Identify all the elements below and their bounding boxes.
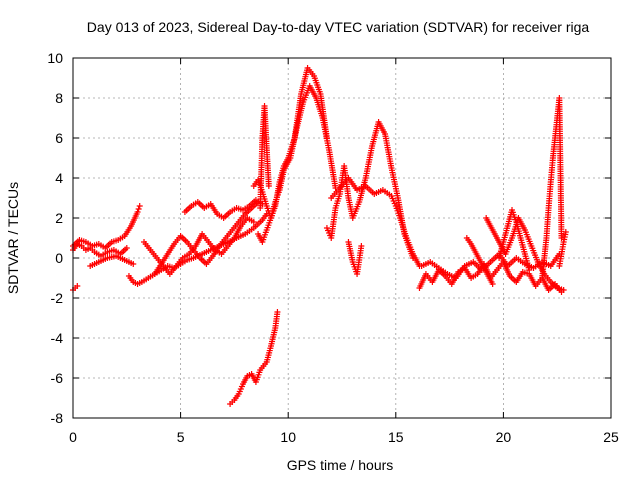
y-tick-label: -6: [51, 370, 64, 386]
y-axis-label: SDTVAR / TECUs: [5, 182, 21, 294]
y-tick-label: 10: [47, 50, 63, 66]
data-point: [134, 209, 141, 215]
interpolated-mark: [135, 206, 142, 212]
axis-ticks: 0 5 10 15 20 25 -8 -6 -4 -2 0 2 4 6 8 10: [47, 50, 619, 445]
series-track-7: [151, 199, 262, 277]
series-track-10: [255, 83, 339, 245]
x-tick-label: 5: [177, 429, 185, 445]
x-tick-label: 10: [280, 429, 296, 445]
data-point: [265, 183, 272, 189]
data-point: [358, 243, 365, 249]
series-track-14: [328, 175, 423, 269]
x-axis-label: GPS time / hours: [287, 457, 394, 473]
data-point: [274, 309, 281, 315]
data-point: [123, 245, 130, 251]
series-track-20: [496, 207, 533, 273]
y-tick-label: 8: [55, 90, 63, 106]
series-track-15: [345, 239, 365, 277]
y-tick-label: -8: [51, 410, 64, 426]
series-track-12: [227, 309, 281, 407]
series-track-8: [181, 197, 266, 221]
x-tick-label: 15: [388, 429, 404, 445]
x-tick-label: 20: [496, 429, 512, 445]
data-point: [489, 281, 496, 287]
series-track-21: [539, 95, 565, 281]
series-track-22: [556, 229, 569, 269]
data-marks: [70, 65, 569, 407]
data-point: [130, 261, 137, 267]
y-tick-label: 2: [55, 210, 63, 226]
series-track-2: [70, 241, 130, 259]
data-point: [250, 219, 257, 225]
y-tick-label: 6: [55, 130, 63, 146]
series-track-3: [87, 253, 137, 269]
series-track-11: [257, 103, 272, 211]
data-point: [74, 283, 81, 289]
plot-frame: [72, 57, 612, 419]
x-tick-label: 0: [69, 429, 77, 445]
series-track-18: [463, 235, 496, 287]
y-tick-label: 0: [55, 250, 63, 266]
data-point: [562, 229, 569, 235]
y-tick-label: -4: [51, 330, 64, 346]
x-tick-label: 25: [603, 429, 619, 445]
data-point: [136, 203, 143, 209]
y-tick-label: -2: [51, 290, 64, 306]
data-point: [526, 267, 533, 273]
y-tick-label: 4: [55, 170, 63, 186]
chart-title: Day 013 of 2023, Sidereal Day-to-day VTE…: [87, 19, 590, 35]
data-point: [560, 287, 567, 293]
